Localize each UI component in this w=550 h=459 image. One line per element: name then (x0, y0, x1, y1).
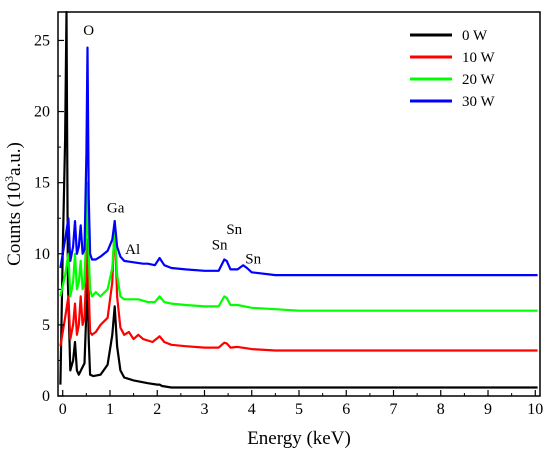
plot-frame (57, 11, 541, 397)
peak-label: Al (125, 242, 140, 258)
legend-label: 10 W (462, 50, 495, 66)
x-tick-label: 10 (527, 401, 543, 418)
x-tick-label: 4 (248, 401, 256, 418)
x-tick-label: 5 (295, 401, 303, 418)
peak-label: Sn (245, 252, 261, 268)
legend-label: 0 W (462, 28, 488, 44)
ticks-layer: 0 1 2 3 4 5 6 7 8 9 10 0 5 10 15 20 25 (34, 32, 543, 418)
y-tick-label: 15 (34, 175, 50, 192)
series-line-1 (59, 220, 538, 352)
series-line-3 (59, 46, 538, 277)
y-tick-label: 20 (34, 104, 50, 121)
y-axis-title-prefix: Counts (10 (4, 182, 25, 266)
legend-label: 30 W (462, 94, 495, 110)
x-tick-label: 0 (59, 401, 67, 418)
series-line-0 (59, 10, 538, 389)
y-tick-label: 10 (34, 246, 50, 263)
y-axis-title: Counts (103a.u.) (2, 142, 25, 266)
x-tick-label: 1 (106, 401, 114, 418)
peak-label: O (83, 23, 94, 39)
legend-label: 20 W (462, 72, 495, 88)
peak-label: Ga (107, 201, 125, 217)
y-axis-title-superscript: 3 (2, 176, 16, 182)
y-tick-label: 25 (34, 32, 50, 49)
x-tick-label: 9 (484, 401, 492, 418)
x-axis-title: Energy (keV) (247, 428, 351, 449)
series-layer (59, 10, 538, 389)
x-tick-label: 3 (200, 401, 208, 418)
y-axis-title-suffix: a.u.) (4, 142, 25, 176)
x-tick-label: 6 (342, 401, 350, 418)
peak-label: Sn (212, 238, 228, 254)
x-tick-label: 7 (390, 401, 398, 418)
peak-label: Sn (226, 222, 242, 238)
x-tick-label: 8 (437, 401, 445, 418)
x-tick-label: 2 (153, 401, 161, 418)
series-line-2 (59, 181, 538, 312)
legend: 0 W 10 W 20 W 30 W (410, 28, 495, 110)
y-tick-label: 0 (42, 388, 50, 405)
y-tick-label: 5 (42, 317, 50, 334)
